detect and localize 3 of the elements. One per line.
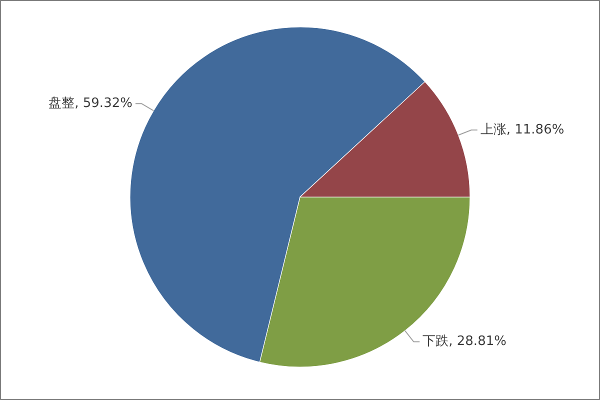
slice-label: 下跌, 28.81% [422,334,506,350]
slice-label: 盘整, 59.32% [48,96,132,112]
slice-label: 上涨, 11.86% [480,122,564,138]
